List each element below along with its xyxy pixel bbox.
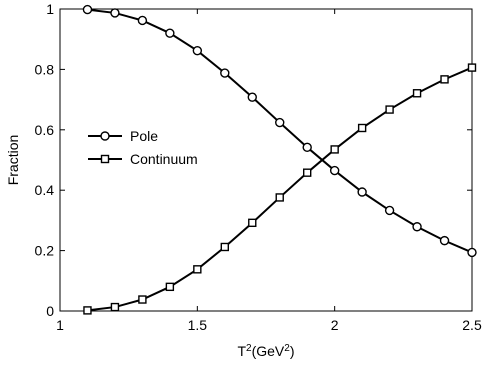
axis-ticks: 1 1.5 2 2.5 0 0.2 0.4 0.6 0.8 1: [35, 1, 482, 333]
data-point-pole: [302, 142, 312, 153]
data-point-continuum: [412, 89, 422, 98]
legend-label-continuum: Continuum: [130, 151, 198, 167]
data-point-continuum: [357, 123, 367, 133]
x-tick-label: 1.5: [188, 317, 208, 333]
x-tick-label: 2.5: [462, 317, 482, 333]
data-point-pole: [275, 117, 285, 128]
data-point-pole: [82, 4, 93, 15]
legend-marker-pole: [100, 131, 110, 141]
legend-marker-continuum: [100, 154, 110, 164]
data-point-pole: [329, 165, 340, 176]
x-axis-label-mid: (GeV: [252, 343, 285, 359]
data-point-pole: [192, 45, 203, 56]
data-point-pole: [412, 222, 422, 232]
data-point-pole: [137, 15, 148, 26]
legend-item-continuum: Continuum: [88, 151, 198, 167]
data-point-pole: [165, 28, 175, 38]
x-axis-label-sup1: 2: [246, 343, 252, 354]
data-point-continuum: [83, 306, 92, 315]
data-point-pole: [247, 92, 257, 102]
data-point-continuum: [193, 265, 202, 274]
data-point-continuum: [330, 145, 339, 154]
data-point-continuum: [138, 295, 147, 304]
y-tick-label: 0.2: [35, 243, 55, 259]
y-tick-label: 1: [46, 1, 54, 17]
data-point-pole: [220, 68, 230, 78]
data-point-continuum: [303, 168, 312, 177]
y-tick-label: 0.6: [35, 122, 55, 138]
data-point-continuum: [385, 105, 394, 114]
data-point-pole: [439, 235, 450, 246]
data-point-continuum: [110, 302, 120, 312]
legend-item-pole: Pole: [88, 128, 158, 144]
x-axis-label-sup2: 2: [284, 343, 290, 354]
y-tick-label: 0: [46, 303, 54, 319]
x-tick-label: 1: [56, 317, 64, 333]
plot-area: [59, 8, 473, 312]
y-tick-label: 0.8: [35, 61, 55, 77]
y-axis-label: Fraction: [5, 135, 21, 186]
x-axis-label: T2(GeV2): [237, 343, 294, 360]
series-layer: [82, 4, 477, 315]
data-point-continuum: [220, 242, 230, 252]
data-point-continuum: [275, 193, 284, 202]
legend: Pole Continuum: [88, 128, 198, 167]
data-point-pole: [357, 187, 367, 197]
data-point-pole: [110, 8, 120, 18]
data-point-pole: [384, 205, 395, 216]
y-tick-label: 0.4: [35, 182, 55, 198]
data-point-continuum: [248, 218, 257, 228]
x-axis-label-end: ): [290, 343, 295, 359]
x-axis-label-base: T: [237, 343, 246, 359]
x-tick-label: 2: [331, 317, 339, 333]
data-point-continuum: [467, 63, 477, 72]
data-point-continuum: [440, 75, 449, 84]
data-point-continuum: [165, 282, 175, 292]
data-point-pole: [467, 247, 477, 258]
legend-label-pole: Pole: [130, 128, 158, 144]
